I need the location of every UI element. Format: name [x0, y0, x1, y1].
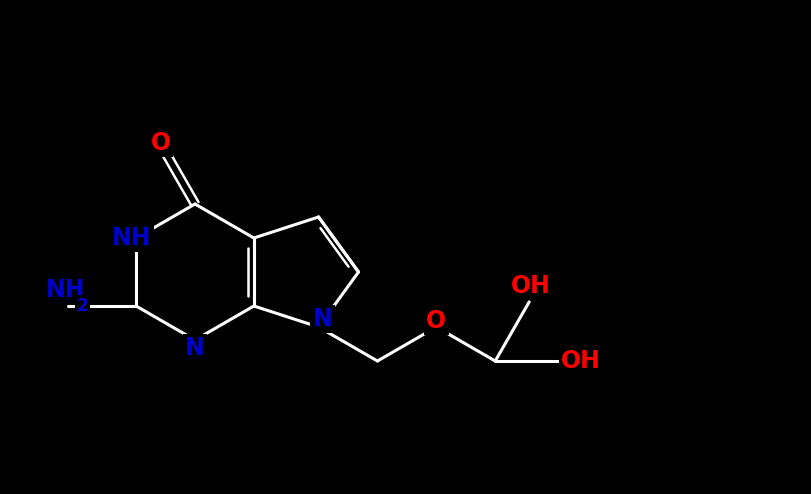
Text: N: N: [312, 307, 332, 331]
Text: N: N: [185, 336, 204, 360]
Text: 2: 2: [76, 297, 88, 315]
Text: NH: NH: [46, 278, 86, 302]
Text: OH: OH: [511, 274, 551, 298]
Text: O: O: [426, 309, 446, 333]
Text: NH: NH: [112, 226, 152, 250]
Text: O: O: [151, 131, 171, 155]
Text: OH: OH: [560, 349, 600, 373]
